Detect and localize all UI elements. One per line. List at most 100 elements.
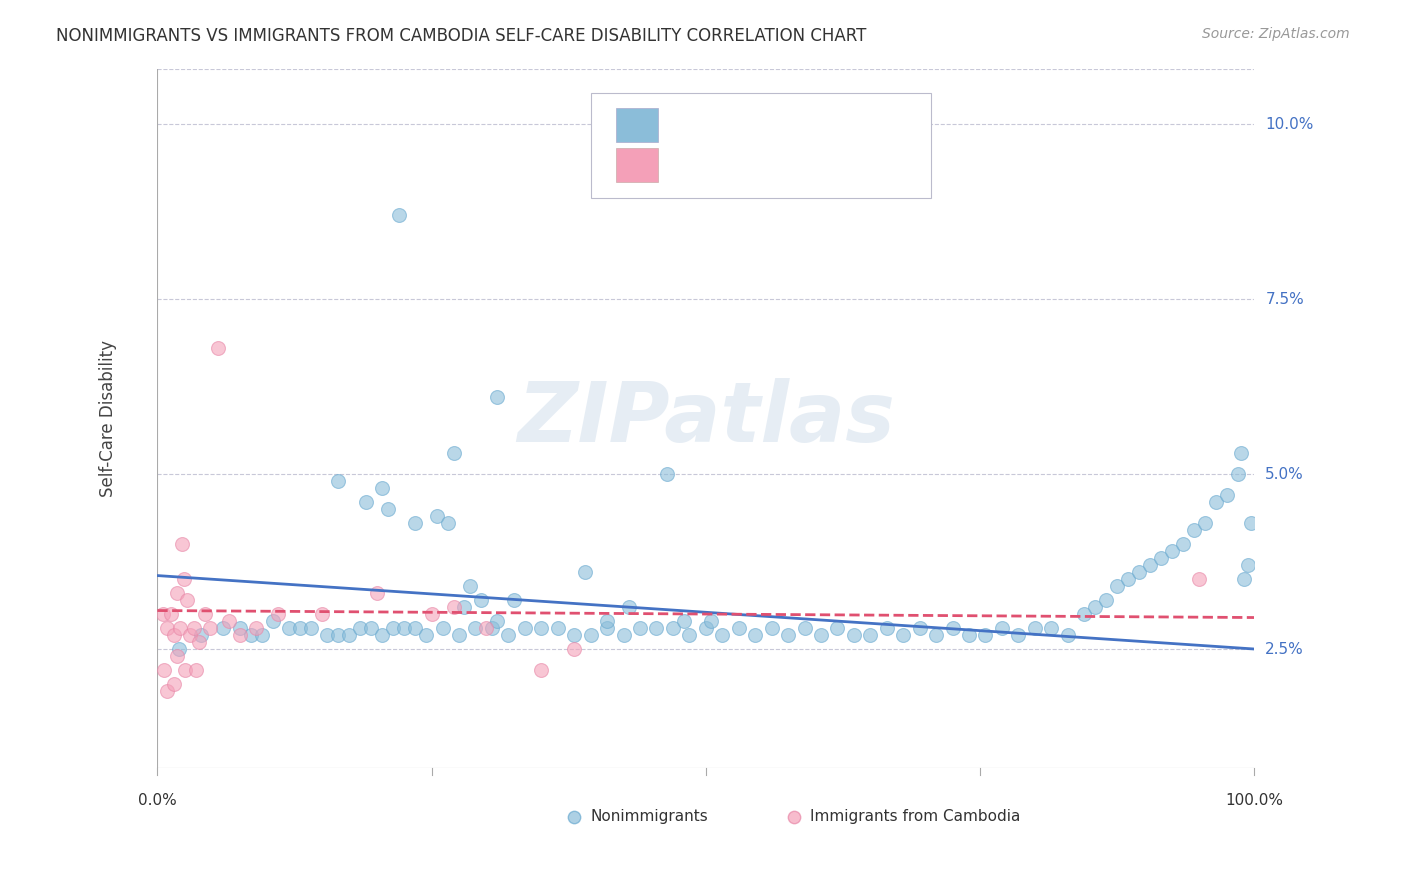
Point: [1056, 628, 1078, 642]
Point: [299, 621, 322, 635]
Point: [371, 628, 394, 642]
Point: [415, 628, 437, 642]
Point: [183, 621, 205, 635]
Text: R =: R =: [671, 158, 707, 172]
Point: [1128, 565, 1150, 579]
Point: [876, 621, 898, 635]
Point: [432, 621, 454, 635]
Text: 7.5%: 7.5%: [1265, 292, 1303, 307]
Point: [193, 607, 215, 621]
Point: [513, 621, 536, 635]
Point: [426, 509, 449, 524]
Point: [388, 208, 411, 222]
Point: [991, 621, 1014, 635]
Point: [1024, 621, 1046, 635]
Point: [250, 628, 273, 642]
Point: [207, 341, 229, 355]
Text: Nonimmigrants: Nonimmigrants: [591, 809, 709, 824]
Point: [1007, 628, 1029, 642]
Point: [475, 621, 498, 635]
Point: [1073, 607, 1095, 621]
Point: [173, 663, 195, 677]
Text: Self-Care Disability: Self-Care Disability: [98, 340, 117, 497]
Point: [695, 621, 717, 635]
Point: [184, 663, 207, 677]
Point: [1236, 558, 1258, 572]
Point: [1194, 516, 1216, 530]
Point: [453, 600, 475, 615]
Point: [662, 621, 685, 635]
Point: [267, 607, 290, 621]
Point: [744, 628, 766, 642]
Point: [596, 614, 619, 628]
Text: 0.0%: 0.0%: [138, 793, 177, 808]
Point: [942, 621, 965, 635]
Point: [170, 537, 193, 551]
Point: [458, 579, 481, 593]
Point: [579, 628, 602, 642]
Point: [1230, 446, 1253, 460]
Point: [190, 628, 212, 642]
Point: [842, 628, 865, 642]
Point: [761, 621, 783, 635]
Point: [166, 586, 188, 600]
Point: [574, 565, 596, 579]
Text: 100.0%: 100.0%: [1225, 793, 1284, 808]
Point: [530, 621, 553, 635]
Point: [443, 600, 465, 615]
Point: [366, 586, 388, 600]
Point: [470, 593, 492, 607]
Text: Source: ZipAtlas.com: Source: ZipAtlas.com: [1202, 27, 1350, 41]
Point: [827, 621, 849, 635]
FancyBboxPatch shape: [591, 93, 931, 198]
Point: [354, 495, 377, 509]
Point: [404, 516, 426, 530]
Point: [377, 502, 399, 516]
Point: [1095, 593, 1118, 607]
Point: [188, 635, 211, 649]
Text: 2.5%: 2.5%: [1265, 641, 1303, 657]
Point: [1182, 523, 1205, 537]
Point: [337, 628, 360, 642]
Point: [360, 621, 382, 635]
Point: [239, 628, 262, 642]
Point: [1171, 537, 1194, 551]
Point: [173, 572, 195, 586]
Point: [672, 614, 695, 628]
Point: [925, 628, 948, 642]
Point: [176, 593, 198, 607]
Point: [159, 607, 181, 621]
Point: [562, 642, 585, 657]
Point: [198, 621, 221, 635]
Point: [612, 628, 634, 642]
Text: NONIMMIGRANTS VS IMMIGRANTS FROM CAMBODIA SELF-CARE DISABILITY CORRELATION CHART: NONIMMIGRANTS VS IMMIGRANTS FROM CAMBODI…: [56, 27, 866, 45]
Text: 5.0%: 5.0%: [1265, 467, 1303, 482]
Point: [169, 642, 191, 657]
Point: [382, 621, 405, 635]
Point: [481, 621, 503, 635]
Point: [1084, 600, 1107, 615]
Point: [486, 614, 509, 628]
FancyBboxPatch shape: [616, 148, 658, 182]
Point: [328, 474, 350, 488]
Point: [218, 614, 240, 628]
Point: [502, 593, 524, 607]
Point: [163, 628, 186, 642]
Text: 147: 147: [813, 118, 841, 133]
Point: [152, 607, 174, 621]
Point: [153, 663, 176, 677]
Point: [328, 628, 350, 642]
Point: [288, 621, 311, 635]
Point: [678, 628, 700, 642]
Point: [891, 628, 914, 642]
Point: [311, 607, 333, 621]
Text: 10.0%: 10.0%: [1265, 117, 1313, 132]
Point: [711, 628, 734, 642]
Point: [1116, 572, 1139, 586]
Point: [349, 621, 371, 635]
Point: [228, 628, 250, 642]
Point: [163, 677, 186, 691]
Point: [957, 628, 980, 642]
Point: [464, 621, 486, 635]
Text: N =: N =: [775, 158, 811, 172]
